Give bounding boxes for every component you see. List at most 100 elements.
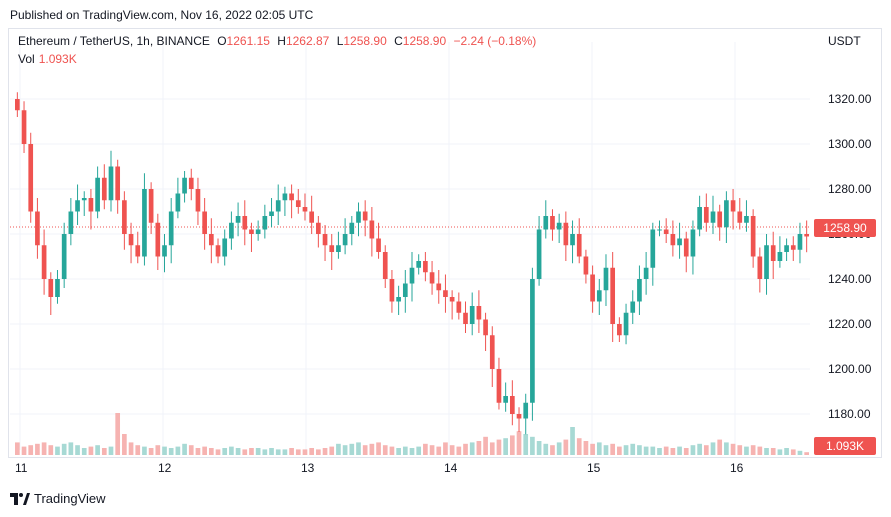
- candle-body[interactable]: [750, 216, 756, 257]
- candle-body[interactable]: [563, 222, 569, 246]
- candle-body[interactable]: [68, 211, 74, 235]
- candle-body[interactable]: [744, 216, 749, 223]
- candle-body[interactable]: [576, 234, 582, 257]
- candle-body[interactable]: [148, 189, 154, 223]
- candle-body[interactable]: [737, 211, 743, 223]
- candle-body[interactable]: [657, 229, 662, 231]
- candle-body[interactable]: [389, 279, 395, 302]
- candle-body[interactable]: [469, 306, 475, 324]
- candle-body[interactable]: [382, 252, 388, 279]
- candle-body[interactable]: [409, 267, 415, 284]
- candle-body[interactable]: [804, 234, 809, 237]
- candle-body[interactable]: [269, 211, 274, 217]
- candle-body[interactable]: [643, 267, 649, 279]
- candle-body[interactable]: [683, 238, 689, 257]
- candle-body[interactable]: [550, 216, 555, 230]
- candle-body[interactable]: [449, 297, 455, 302]
- candle-body[interactable]: [770, 245, 776, 261]
- candle-body[interactable]: [135, 245, 141, 257]
- candle-body[interactable]: [61, 234, 67, 279]
- tradingview-brand[interactable]: TradingView: [10, 491, 106, 506]
- candle-body[interactable]: [88, 198, 94, 212]
- candle-body[interactable]: [289, 193, 294, 201]
- candle-body[interactable]: [630, 301, 636, 313]
- candle-body[interactable]: [570, 234, 575, 246]
- candle-body[interactable]: [142, 189, 147, 257]
- candle-body[interactable]: [556, 222, 562, 230]
- candle-body[interactable]: [222, 238, 228, 257]
- candle-body[interactable]: [55, 279, 60, 297]
- candle-body[interactable]: [48, 279, 54, 297]
- candle-body[interactable]: [650, 229, 656, 268]
- candle-body[interactable]: [41, 245, 47, 279]
- candle-body[interactable]: [543, 216, 549, 230]
- candle-body[interactable]: [329, 245, 335, 252]
- candle-body[interactable]: [610, 267, 616, 324]
- candle-body[interactable]: [188, 177, 194, 189]
- candle-body[interactable]: [322, 234, 328, 246]
- candle-body[interactable]: [496, 369, 502, 403]
- candle-body[interactable]: [757, 256, 763, 280]
- candle-body[interactable]: [376, 238, 381, 253]
- candle-body[interactable]: [28, 144, 34, 212]
- candle-body[interactable]: [443, 290, 448, 297]
- candle-body[interactable]: [617, 324, 622, 336]
- candle-body[interactable]: [670, 234, 676, 246]
- candle-body[interactable]: [275, 200, 281, 212]
- candle-body[interactable]: [229, 222, 234, 239]
- candle-body[interactable]: [122, 200, 127, 234]
- candle-body[interactable]: [663, 229, 669, 235]
- candle-body[interactable]: [195, 189, 201, 212]
- candle-body[interactable]: [316, 222, 321, 234]
- candle-body[interactable]: [717, 211, 723, 228]
- candle-body[interactable]: [336, 245, 341, 252]
- candle-body[interactable]: [249, 229, 254, 235]
- candle-body[interactable]: [101, 177, 107, 201]
- candle-body[interactable]: [536, 229, 542, 280]
- candle-body[interactable]: [590, 274, 595, 302]
- candle-body[interactable]: [356, 211, 361, 223]
- candle-body[interactable]: [637, 279, 642, 302]
- candle-body[interactable]: [162, 245, 167, 257]
- candle-body[interactable]: [128, 234, 134, 246]
- candle-body[interactable]: [764, 245, 769, 279]
- candle-body[interactable]: [215, 245, 221, 257]
- candle-body[interactable]: [790, 245, 796, 250]
- candle-body[interactable]: [95, 177, 100, 212]
- candle-body[interactable]: [362, 211, 368, 221]
- candle-body[interactable]: [75, 200, 80, 212]
- candle-body[interactable]: [603, 267, 609, 291]
- candle-body[interactable]: [262, 216, 268, 230]
- candle-body[interactable]: [155, 222, 161, 257]
- candle-body[interactable]: [302, 207, 308, 212]
- candle-body[interactable]: [416, 261, 422, 268]
- candle-body[interactable]: [797, 234, 803, 250]
- candle-body[interactable]: [476, 306, 482, 320]
- candle-body[interactable]: [349, 222, 355, 234]
- candle-body[interactable]: [596, 290, 602, 302]
- candle-body[interactable]: [509, 396, 515, 414]
- candle-body[interactable]: [35, 211, 40, 246]
- candle-body[interactable]: [677, 238, 682, 246]
- candle-body[interactable]: [489, 335, 495, 369]
- candle-body[interactable]: [168, 211, 174, 246]
- candle-body[interactable]: [396, 297, 401, 302]
- candle-body[interactable]: [690, 229, 696, 257]
- candle-body[interactable]: [730, 200, 736, 212]
- candle-body[interactable]: [208, 234, 214, 246]
- candle-body[interactable]: [402, 283, 408, 298]
- candle-body[interactable]: [15, 99, 20, 111]
- candle-body[interactable]: [235, 216, 241, 223]
- candle-body[interactable]: [456, 301, 462, 313]
- candle-body[interactable]: [483, 319, 488, 336]
- candle-body[interactable]: [295, 200, 301, 207]
- candle-body[interactable]: [115, 166, 121, 201]
- candle-body[interactable]: [697, 207, 702, 230]
- candle-body[interactable]: [429, 272, 435, 284]
- candle-body[interactable]: [463, 312, 468, 324]
- candle-body[interactable]: [623, 312, 629, 336]
- candle-body[interactable]: [255, 229, 261, 235]
- candle-body[interactable]: [516, 414, 522, 419]
- candle-body[interactable]: [108, 166, 114, 201]
